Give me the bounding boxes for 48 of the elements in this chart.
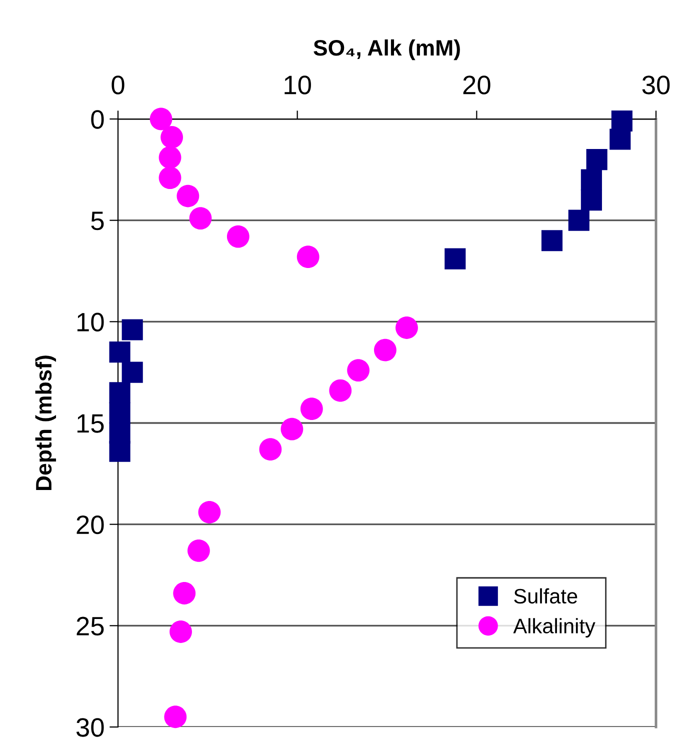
point <box>109 382 130 404</box>
point <box>586 149 608 170</box>
x-tick-label: 20 <box>463 76 490 94</box>
point <box>176 184 200 208</box>
point <box>610 128 631 150</box>
y-tick-label: 30 <box>76 718 104 737</box>
point <box>164 706 187 728</box>
point <box>444 248 466 270</box>
point <box>296 246 320 268</box>
y-axis-title: Depth (mbsf) <box>35 356 56 490</box>
point <box>150 108 172 130</box>
legend-label: Sulfate <box>514 588 578 604</box>
y-tick-label: 15 <box>77 414 104 433</box>
x-tick-label: 10 <box>284 76 311 94</box>
x-axis-title: SO₄, Alk (mM) <box>314 39 460 60</box>
point <box>188 539 210 562</box>
point <box>189 207 212 230</box>
y-tick-label: 10 <box>77 312 104 332</box>
point <box>173 582 196 604</box>
point <box>347 359 370 382</box>
point <box>122 362 143 383</box>
point <box>160 126 183 148</box>
point <box>122 319 143 340</box>
point <box>198 500 221 524</box>
point <box>329 379 352 402</box>
point <box>300 398 323 420</box>
legend-label: Alkalinity <box>513 618 596 638</box>
point <box>280 418 304 440</box>
point <box>374 338 396 362</box>
point <box>109 402 130 424</box>
y-tick-label: 0 <box>91 110 104 129</box>
point <box>170 620 192 643</box>
x-tick-label: 0 <box>112 76 124 94</box>
y-tick-label: 25 <box>76 616 104 636</box>
point <box>109 440 130 462</box>
point <box>259 438 282 461</box>
x-tick-label: 30 <box>642 76 670 94</box>
point <box>109 342 130 363</box>
point <box>158 146 182 169</box>
point <box>396 316 418 339</box>
point <box>226 225 250 248</box>
point <box>158 166 182 189</box>
point <box>541 230 563 252</box>
y-tick-label: 20 <box>76 515 104 534</box>
point <box>580 169 602 190</box>
point <box>580 190 602 211</box>
point <box>568 210 590 231</box>
y-tick-label: 5 <box>91 212 104 230</box>
